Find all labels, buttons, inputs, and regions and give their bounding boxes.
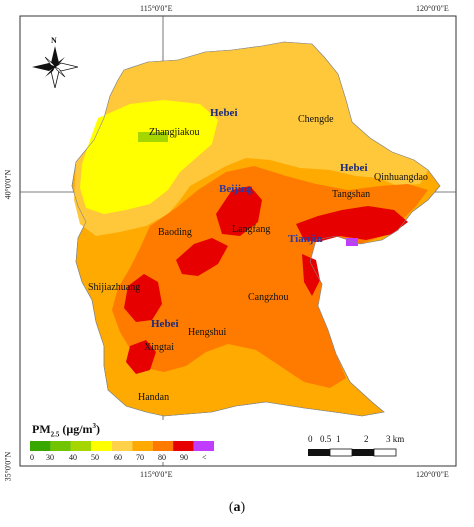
legend-tick: 40 [69,453,77,462]
legend-tick: 80 [158,453,166,462]
legend-swatch [132,441,153,451]
coord-bottom-120: 120°0'0"E [416,470,449,479]
legend-swatch [91,441,112,451]
scale-bar-segments [308,448,397,457]
coord-bottom-115: 115°0'0"E [140,470,173,479]
legend-color-bar [30,441,214,451]
legend-swatch [30,441,51,451]
city-label-baoding: Baoding [158,227,192,238]
city-label-cangzhou: Cangzhou [248,292,289,303]
scale-label: 0.5 [320,434,332,444]
legend-tick: 90 [180,453,188,462]
compass-star [32,46,78,88]
region-label-hebei-east: Hebei [340,162,368,174]
city-label-langfang: Langfang [232,224,271,235]
coord-left-35n: 35°0'0"N [3,451,13,482]
region-outline [71,41,441,417]
zone-yellow [80,100,218,214]
compass-north-label: N [51,36,57,45]
city-label-zhangjiakou: Zhangjiakou [149,127,200,138]
legend-swatch [70,441,92,451]
region-label-tianjin: Tianjin [288,233,323,245]
city-label-hengshui: Hengshui [188,327,227,338]
scale-bar: 0 0.5 1 2 3 km [304,434,408,462]
city-label-qinhuangdao: Qinhuangdao [374,172,428,183]
region-label-beijing: Beijing [219,183,253,195]
legend: PM2.5 (μg/m3) 0 30 40 50 60 70 80 90 < [26,420,216,462]
region-label-hebei-south: Hebei [151,318,179,330]
legend-swatch [50,441,71,451]
legend-swatch [173,441,194,451]
scale-label: 2 [364,434,369,444]
scale-label: 1 [336,434,341,444]
legend-swatch [111,441,133,451]
legend-tick: 30 [46,453,54,462]
zone-magenta [346,238,358,246]
legend-swatch [193,441,214,451]
legend-swatch [152,441,174,451]
zone-red [124,186,408,374]
legend-tick: 70 [136,453,144,462]
legend-tick: 60 [114,453,122,462]
coord-top-120: 120°0'0"E [416,4,449,13]
scale-label: 3 km [386,434,405,444]
region-label-hebei-north: Hebei [210,107,238,119]
compass-rose-icon: N [32,36,78,88]
city-label-chengde: Chengde [298,114,334,125]
legend-tick: < [202,453,207,462]
coord-top-115: 115°0'0"E [140,4,173,13]
coord-left-40n: 40°0'0"N [3,169,13,200]
city-label-shijiazhuang: Shijiazhuang [88,282,141,293]
city-label-tangshan: Tangshan [332,189,371,200]
legend-tick: 0 [30,453,34,462]
city-label-handan: Handan [138,392,170,403]
figure-caption: (a) [228,500,246,515]
city-label-xingtai: Xingtai [144,342,174,353]
legend-ticks: 0 30 40 50 60 70 80 90 < [30,453,214,463]
scale-label: 0 [308,434,313,444]
zone-yellowgreen [138,132,168,142]
legend-title: PM2.5 (μg/m3) [32,422,101,439]
legend-tick: 50 [91,453,99,462]
